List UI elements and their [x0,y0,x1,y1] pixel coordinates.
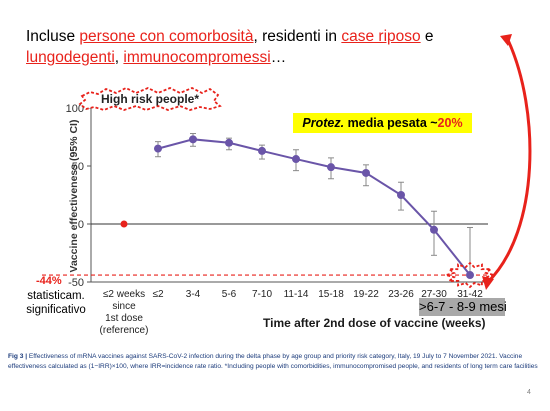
headline-highlight: case riposo [341,28,421,45]
protection-value: 20% [437,116,463,130]
headline-text: e [420,28,434,45]
months-box: >6-7 - 8-9 mesi [419,298,507,316]
y-tick-label: 0 [78,219,84,231]
data-point [397,191,405,199]
last-point-burst [442,261,498,289]
x-tick-label: since [112,301,136,312]
x-tick-label: 7-10 [252,289,272,300]
data-point [362,168,370,177]
data-point [258,146,266,155]
headline-highlight: lungodegenti [26,49,115,66]
red-arrow [486,39,532,284]
caption-fig-label: Fig 3 | [8,353,28,360]
caption-text: Effectiveness of mRNA vaccines against S… [8,353,538,370]
series-line [157,138,471,276]
red-arrow-head [482,276,494,290]
data-point [327,163,335,172]
y-tick-label: 100 [66,103,84,115]
reference-point [120,220,128,228]
headline-text: … [270,49,287,66]
x-tick-label: 23-26 [388,289,414,300]
headline-text: , residenti in [253,28,342,45]
figure-caption: Fig 3 | Effectiveness of mRNA vaccines a… [8,352,542,372]
x-axis-title: Time after 2nd dose of vaccine (weeks) [263,316,486,330]
x-tick-label: ≤2 [152,289,163,300]
data-point [189,135,197,144]
headline-highlight: persone con comorbosità [79,28,254,45]
x-tick-label: 3-4 [186,289,201,300]
headline-text: Incluse [26,28,80,45]
chart-title: High risk people* [101,92,199,106]
red-arrow-tail [500,34,512,46]
data-point [154,144,162,153]
y-axis-title: Vaccine effectiveness (95% CI) [68,120,80,273]
x-tick-label: 31-42 [457,289,483,300]
x-tick-label: 15-18 [318,289,344,300]
x-tick-label: 19-22 [353,289,379,300]
data-point [466,271,474,280]
x-tick-label: 11-14 [284,289,309,300]
data-point [430,225,438,234]
x-tick-label: (reference) [100,325,149,336]
headline: Incluse persone con comorbosità, residen… [26,26,526,68]
protection-middle: media pesata ~ [344,116,438,130]
data-point [292,155,300,164]
headline-highlight: immunocompromessi [123,49,271,66]
headline-text: , [114,49,124,66]
x-tick-label: 5-6 [222,289,237,300]
highlight-value-label: -44% [36,275,62,287]
x-tick-label: 27-30 [421,289,447,300]
y-tick-label: 50 [72,161,84,173]
significance-note: statisticam. significativo [26,290,86,316]
x-tick-label: 1st dose [105,313,143,324]
protection-callout: Protez. media pesata ~20% [293,113,472,133]
data-point [225,138,233,147]
x-tick-label: ≤2 weeks [103,289,145,300]
page-number: 4 [527,389,531,396]
protection-prefix: Protez. [302,116,345,130]
title-burst [78,86,222,111]
y-tick-label: -50 [68,277,84,289]
